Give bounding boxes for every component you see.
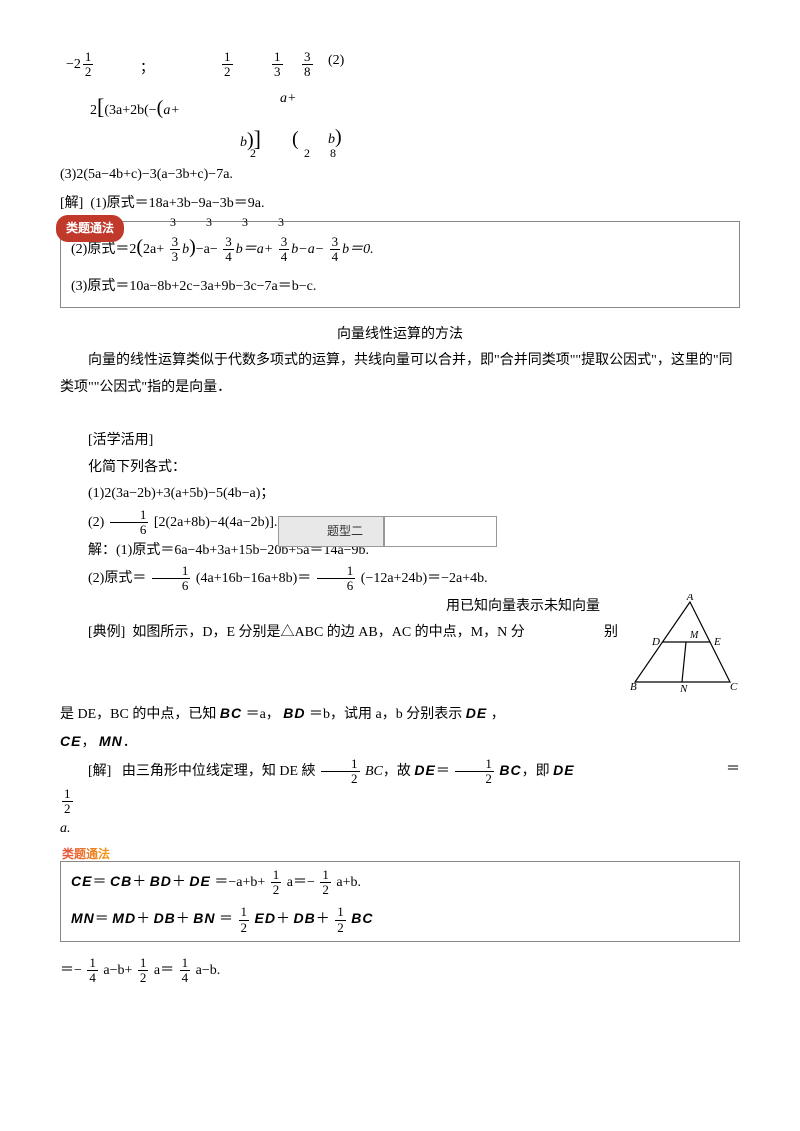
practice-label: [活学活用] bbox=[60, 428, 740, 455]
frag: a+ bbox=[280, 86, 296, 113]
eq-box: CE＝ CB＋ BD＋ DE ＝−a+b+ 12 a＝− 12 a+b. MN＝… bbox=[60, 861, 740, 942]
method-badge-2: 类题通法 bbox=[62, 843, 110, 866]
example-line-3: CE， MN． bbox=[60, 728, 740, 757]
svg-text:B: B bbox=[630, 681, 637, 693]
svg-text:M: M bbox=[689, 630, 699, 641]
method-title: 向量线性运算的方法 bbox=[60, 322, 740, 349]
sup-row: 3 3 3 3 bbox=[170, 211, 284, 234]
frag: 12 bbox=[220, 50, 235, 80]
practice-1: (1)2(3a−2b)+3(a+5b)−5(4b−a)； bbox=[60, 481, 740, 508]
frag: ； bbox=[140, 56, 154, 83]
svg-text:N: N bbox=[679, 683, 688, 694]
eq-5: ＝− 14 a−b+ 12 a＝ 14 a−b. bbox=[60, 956, 740, 986]
eq-3: CE＝ CB＋ BD＋ DE ＝−a+b+ 12 a＝− 12 a+b. bbox=[71, 868, 729, 898]
method-para: 向量的线性运算类似于代数多项式的运算，共线向量可以合并，即"合并同类项""提取公… bbox=[60, 348, 740, 401]
practice-sol-2: (2)原式＝ 16 (4a+16b−16a+8b)＝ 16 (−12a+24b)… bbox=[60, 564, 740, 594]
topic-type-box: 题型二 bbox=[278, 516, 384, 547]
eq-4: MN＝ MD＋ DB＋ BN ＝ 12 ED＋ DB＋ 12 BC bbox=[71, 905, 729, 935]
method-badge: 类题通法 bbox=[56, 215, 124, 242]
top-fragment-block: −212 ； 12 13 38 (2) 2[(3a+2b(−(a+ a+ b)]… bbox=[60, 50, 740, 160]
frag: 13 bbox=[270, 50, 285, 80]
practice-head: 化简下列各式： bbox=[60, 455, 740, 482]
example-sol-1: [解] 由三角形中位线定理，知 DE 綊 12 BC，故 DE＝ 12 BC，即… bbox=[60, 757, 740, 787]
example-sol-2: 12 a. bbox=[60, 787, 740, 843]
frag: 2[(3a+2b(−(a+ bbox=[90, 86, 180, 128]
problem-3: (3)2(5a−4b+c)−3(a−3b+c)−7a. bbox=[60, 162, 740, 189]
frag: ( bbox=[292, 120, 299, 158]
svg-text:C: C bbox=[730, 681, 738, 693]
practice-2: (2) 16 [2(2a+8b)−4(4a−2b)]. 题型二 bbox=[60, 508, 740, 538]
frag: 2 bbox=[304, 142, 310, 165]
frag: 38 bbox=[300, 50, 315, 80]
triangle-figure: A B C D E M N bbox=[620, 594, 740, 694]
solution-box: (2)原式＝2(2a+ 33b)−a− 34b＝a+ 34b−a− 34b＝0.… bbox=[60, 221, 740, 308]
frag: 2 bbox=[250, 142, 256, 165]
solution-1: [解] (1)原式＝18a+3b−9a−3b＝9a. bbox=[60, 191, 740, 218]
example-line-2: 是 DE，BC 的中点，已知 BC ＝a， BD ＝b，试用 a，b 分别表示 … bbox=[60, 700, 740, 729]
solution-3: (3)原式＝10a−8b+2c−3a+9b−3c−7a＝b−c. bbox=[71, 274, 729, 301]
topic-type-box-r bbox=[384, 516, 497, 547]
frag: 8 bbox=[330, 142, 336, 165]
svg-text:D: D bbox=[651, 636, 660, 648]
frag: −212 bbox=[66, 50, 95, 80]
frag: (2) bbox=[328, 48, 344, 75]
svg-text:A: A bbox=[686, 594, 694, 603]
svg-text:E: E bbox=[713, 636, 721, 648]
